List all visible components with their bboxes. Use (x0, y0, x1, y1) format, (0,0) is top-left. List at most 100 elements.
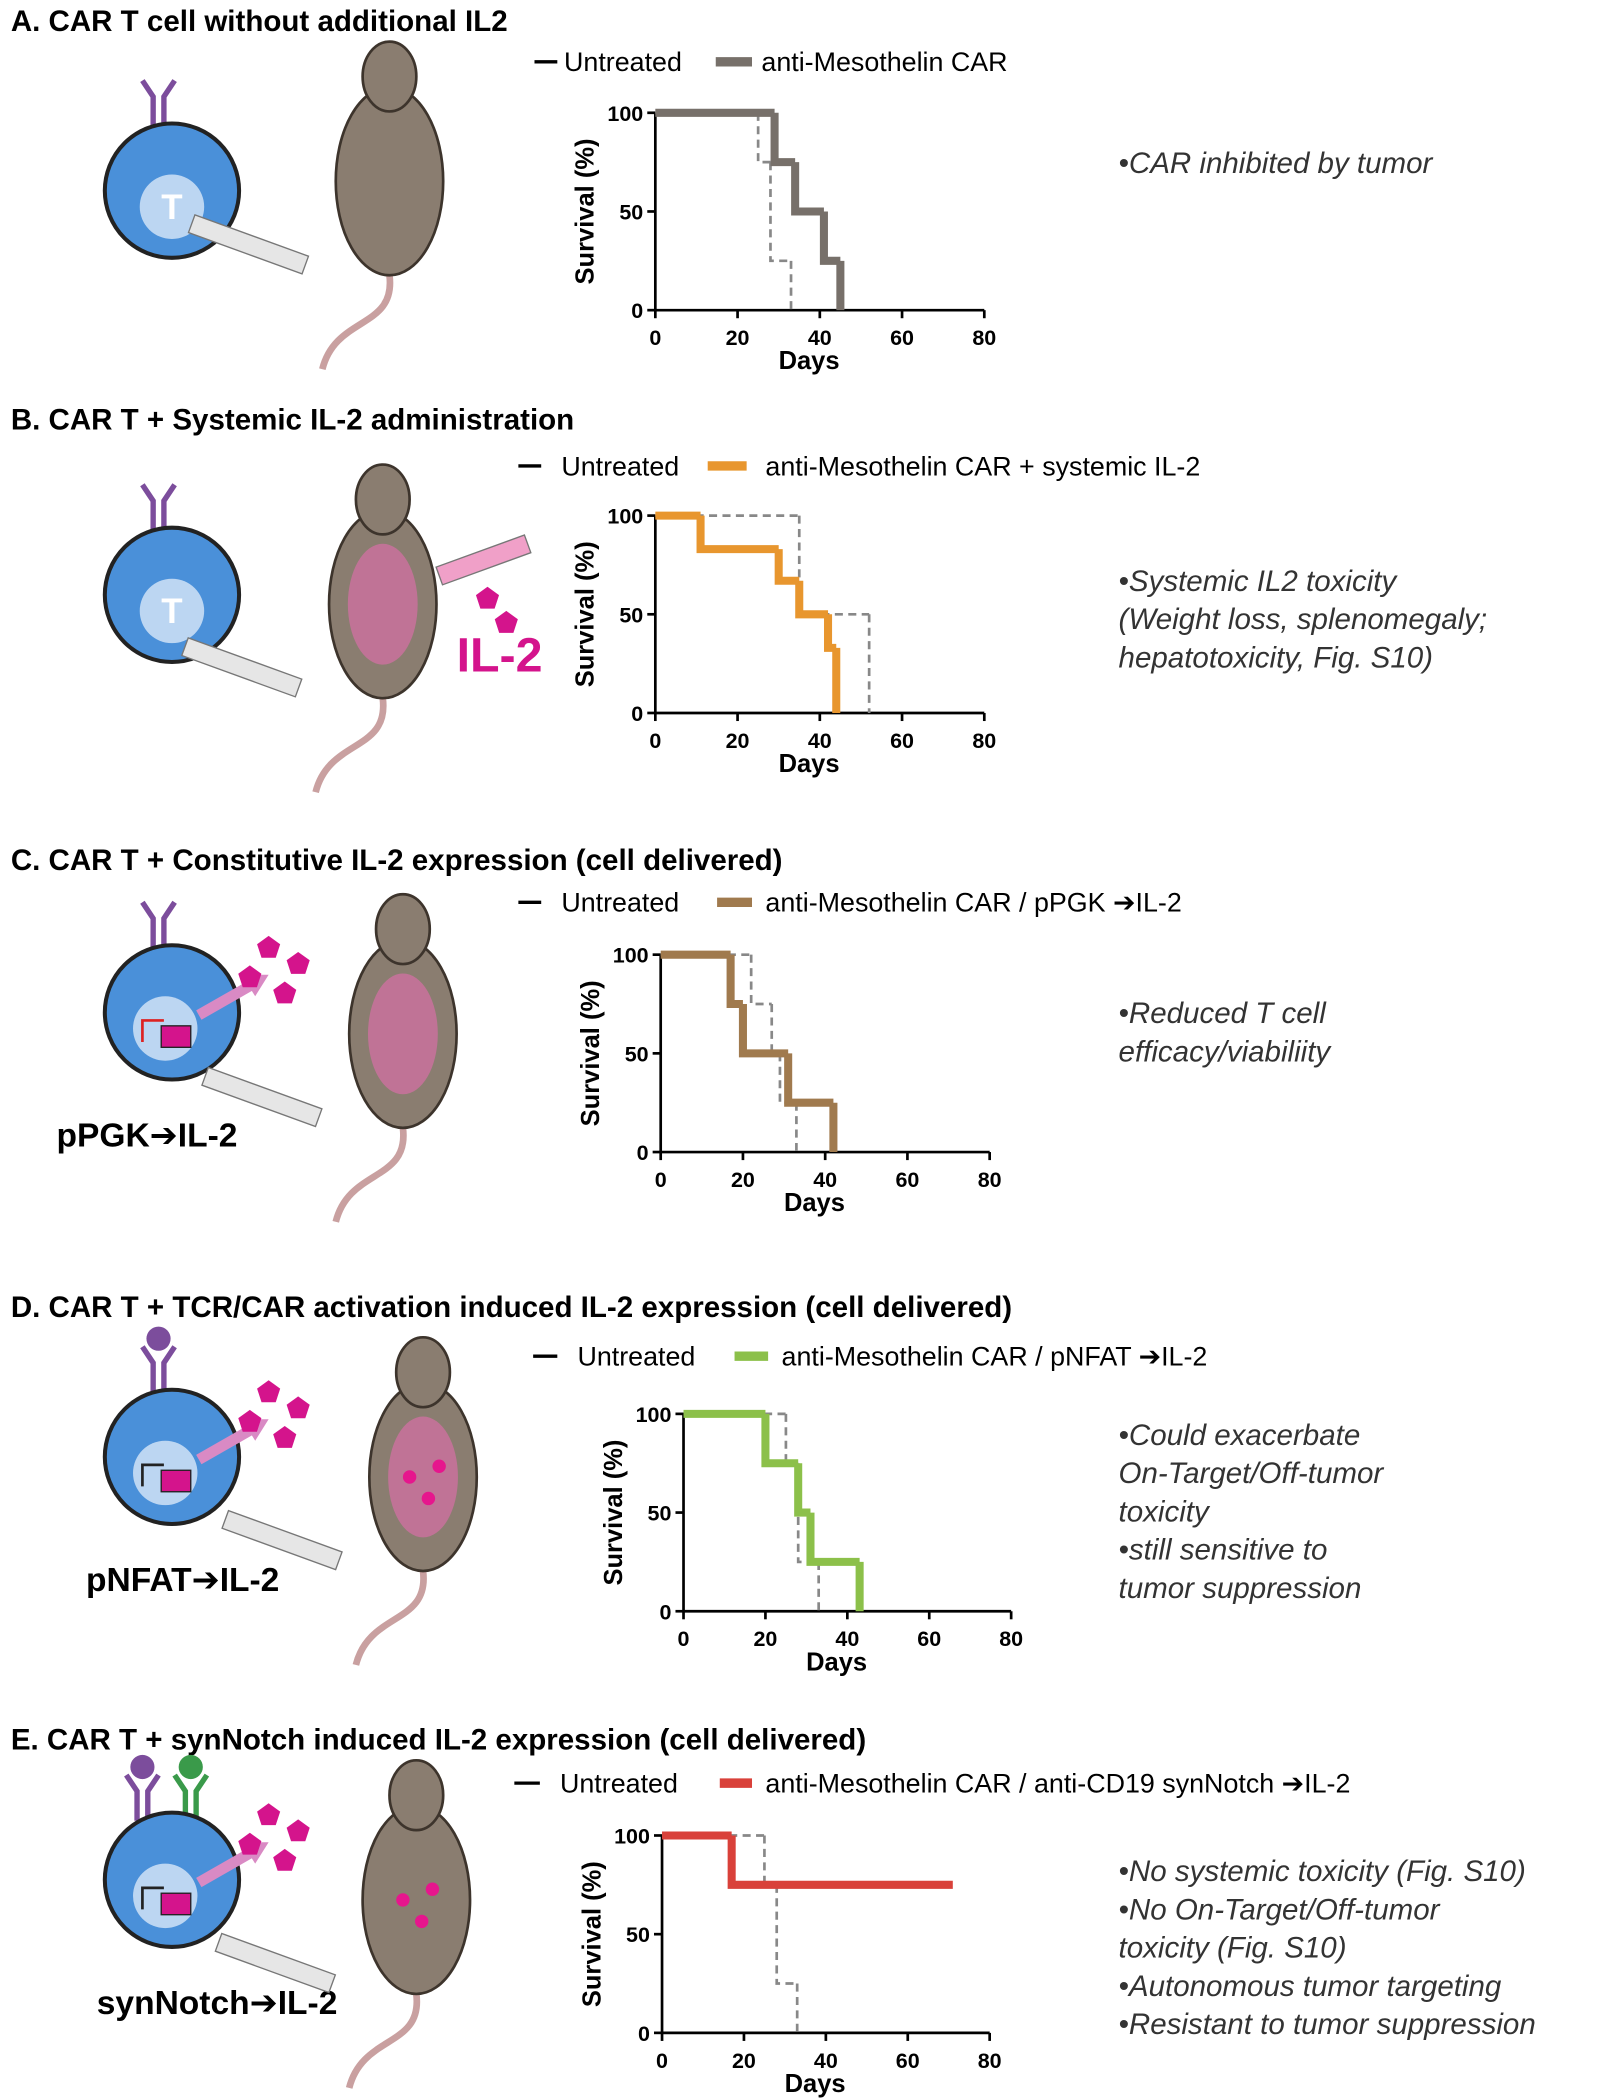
y-tick-label: 50 (619, 603, 643, 627)
annotation: toxicity (Fig. S10) (1119, 1932, 1347, 1965)
il2-molecule (257, 1803, 281, 1826)
syringe (214, 1932, 337, 1994)
mouse-tail (352, 1570, 427, 1666)
survival-step (726, 954, 743, 1009)
x-tick-label: 0 (678, 1627, 690, 1651)
x-tick-label: 40 (808, 326, 832, 350)
promoter (141, 1463, 164, 1487)
x-tick-label: 80 (978, 1168, 1002, 1192)
panel-title: E. CAR T + synNotch induced IL-2 express… (11, 1724, 866, 1757)
y-axis-label: Survival (%) (577, 980, 605, 1126)
annotation: On-Target/Off-tumor (1119, 1457, 1385, 1490)
x-tick-label: 60 (890, 326, 914, 350)
legend-label: anti-Mesothelin CAR / anti-CD19 synNotch… (765, 1769, 1350, 1799)
survival-step (770, 1004, 780, 1055)
survival-step (795, 580, 829, 619)
survival-step (784, 1053, 834, 1107)
il2-molecule (238, 965, 262, 988)
syringe (180, 636, 303, 698)
survival-step (791, 162, 824, 216)
antigen-bead (130, 1754, 155, 1780)
nucleus (139, 578, 205, 644)
survival-step (770, 112, 796, 167)
x-tick-label: 80 (978, 2049, 1002, 2073)
mouse-belly (347, 543, 418, 665)
survival-step (738, 1004, 789, 1058)
y-tick-label: 0 (638, 2022, 650, 2046)
mouse-body (361, 1804, 472, 1996)
x-axis-label: Days (806, 1648, 867, 1676)
x-tick-label: 40 (808, 729, 832, 753)
survival-step (775, 1884, 798, 1985)
y-axis-label: Survival (%) (572, 138, 600, 284)
y-axis-label: Survival (%) (572, 541, 600, 687)
tumor (421, 1491, 436, 1506)
x-axis-label: Days (784, 1189, 845, 1217)
y-tick-label: 50 (619, 201, 643, 225)
annotation: •No On-Target/Off-tumor (1119, 1893, 1441, 1926)
survival-step (819, 211, 841, 265)
y-tick-label: 100 (613, 944, 649, 968)
y-tick-label: 0 (631, 299, 643, 323)
survival-step (696, 515, 779, 554)
il2-molecule (286, 951, 310, 974)
il2-molecule (238, 1409, 262, 1432)
gene-box (160, 1469, 192, 1493)
tumor (396, 1893, 410, 1907)
x-tick-label: 20 (726, 326, 750, 350)
panel-title: C. CAR T + Constitutive IL-2 expression … (11, 844, 783, 877)
annotation: •CAR inhibited by tumor (1119, 147, 1434, 180)
receptor (124, 1773, 161, 1821)
secretion-arrow (196, 1422, 258, 1465)
x-tick-label: 0 (656, 2049, 668, 2073)
survival-step (769, 162, 792, 263)
mouse-belly (388, 1416, 458, 1538)
y-tick-label: 50 (625, 1042, 649, 1066)
il2-molecule (286, 1396, 310, 1419)
panel-title: B. CAR T + Systemic IL-2 administration (11, 404, 574, 437)
cell-label: T (161, 188, 182, 227)
nucleus (139, 174, 205, 240)
x-tick-label: 0 (655, 1168, 667, 1192)
tumor (432, 1459, 446, 1473)
antigen-bead (146, 1326, 171, 1351)
survival-step (806, 1512, 860, 1566)
tumor (425, 1882, 440, 1896)
receptor (140, 1345, 177, 1393)
y-tick-label: 0 (659, 1600, 671, 1624)
annotation: efficacy/viabiliity (1119, 1035, 1333, 1068)
annotation: toxicity (1119, 1495, 1211, 1528)
mouse-head (361, 40, 418, 113)
x-tick-label: 60 (890, 729, 914, 753)
x-tick-label: 20 (731, 1168, 755, 1192)
mouse-tail (312, 697, 387, 794)
x-tick-label: 40 (814, 2049, 838, 2073)
y-tick-label: 100 (614, 1825, 650, 1849)
legend-label: Untreated (561, 888, 679, 918)
legend-label: anti-Mesothelin CAR (761, 47, 1007, 77)
x-tick-label: 80 (999, 1627, 1023, 1651)
x-tick-label: 80 (972, 729, 996, 753)
x-tick-label: 20 (732, 2049, 756, 2073)
syringe (221, 1509, 343, 1571)
y-tick-label: 50 (626, 1923, 650, 1947)
receptor (140, 900, 177, 948)
mouse-tail (319, 274, 394, 371)
antigen-bead (178, 1754, 203, 1780)
x-tick-label: 0 (649, 729, 661, 753)
receptor (140, 79, 177, 127)
mouse-body (334, 85, 445, 277)
mouse-belly (367, 973, 438, 1095)
annotation: •Reduced T cell (1119, 997, 1328, 1030)
legend-label: anti-Mesothelin CAR + systemic IL-2 (765, 451, 1200, 481)
receptor (140, 483, 177, 531)
survival-step (761, 1413, 799, 1468)
panel-title: A. CAR T cell without additional IL2 (11, 5, 508, 38)
y-axis-label: Survival (%) (578, 1861, 606, 2007)
mouse-tail (332, 1127, 407, 1223)
il2-molecule (273, 1425, 297, 1448)
x-tick-label: 60 (917, 1627, 941, 1651)
survival-step (794, 1463, 811, 1517)
survival-step (824, 614, 837, 652)
